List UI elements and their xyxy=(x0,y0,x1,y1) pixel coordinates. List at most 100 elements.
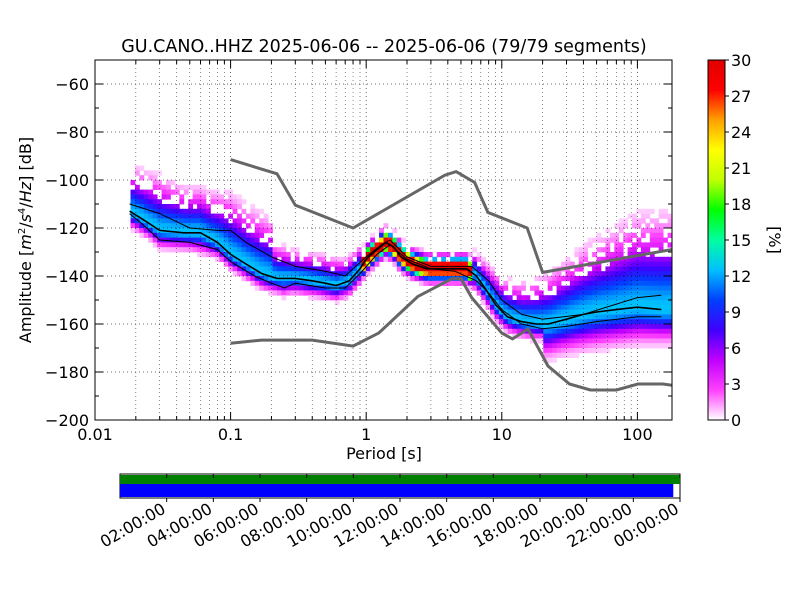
heatmap-cell xyxy=(152,218,158,224)
heatmap-cell xyxy=(654,218,660,224)
heatmap-cell xyxy=(645,261,651,267)
heatmap-cell xyxy=(547,333,553,339)
heatmap-cell xyxy=(574,333,580,339)
heatmap-cell xyxy=(485,266,491,272)
heatmap-cell xyxy=(170,180,176,186)
heatmap-cell xyxy=(170,223,176,229)
heatmap-cell xyxy=(543,324,549,330)
heatmap-cell xyxy=(463,261,469,267)
heatmap-cell xyxy=(161,184,167,190)
heatmap-cell xyxy=(370,247,376,253)
heatmap-cell xyxy=(609,324,615,330)
heatmap-cell xyxy=(241,276,247,282)
heatmap-cell xyxy=(321,295,327,301)
heatmap-cell xyxy=(285,252,291,258)
heatmap-cell xyxy=(379,256,384,262)
heatmap-cell xyxy=(152,184,158,190)
heatmap-cell xyxy=(623,295,629,301)
heatmap-cell xyxy=(157,232,162,238)
heatmap-cell xyxy=(299,280,305,286)
heatmap-cell xyxy=(534,319,540,325)
heatmap-cell xyxy=(356,276,362,282)
heatmap-cell xyxy=(134,208,140,214)
heatmap-cell xyxy=(525,333,531,339)
heatmap-cell xyxy=(569,348,575,354)
heatmap-cell xyxy=(605,290,611,296)
heatmap-cell xyxy=(161,204,167,210)
heatmap-cell xyxy=(667,276,672,282)
heatmap-cell xyxy=(174,232,180,238)
heatmap-cell xyxy=(490,271,495,277)
heatmap-cell xyxy=(552,343,557,349)
heatmap-cell xyxy=(632,333,637,339)
heatmap-cell xyxy=(543,333,549,339)
heatmap-cell xyxy=(259,252,265,258)
heatmap-cell xyxy=(392,256,398,262)
heatmap-cell xyxy=(627,309,633,315)
heatmap-cell xyxy=(561,261,566,267)
heatmap-cell xyxy=(605,319,611,325)
heatmap-cell xyxy=(596,285,602,291)
heatmap-cell xyxy=(574,247,580,253)
heatmap-cell xyxy=(166,208,171,214)
heatmap-cell xyxy=(561,276,566,282)
heatmap-cell xyxy=(174,228,180,234)
heatmap-cell xyxy=(640,232,646,238)
heatmap-cell xyxy=(272,252,278,258)
heatmap-cell xyxy=(201,199,207,205)
heatmap-cell xyxy=(565,300,571,306)
heatmap-cell xyxy=(308,261,313,267)
heatmap-cell xyxy=(632,343,637,349)
heatmap-cell xyxy=(343,256,349,262)
heatmap-cell xyxy=(552,333,557,339)
heatmap-cell xyxy=(290,271,296,277)
heatmap-cell xyxy=(547,328,553,334)
heatmap-cell xyxy=(188,232,194,238)
heatmap-cell xyxy=(356,252,362,258)
heatmap-cell xyxy=(405,252,411,258)
heatmap-cell xyxy=(596,314,602,320)
x-tick-label: 1 xyxy=(361,425,371,444)
heatmap-cell xyxy=(574,338,580,344)
heatmap-cell xyxy=(640,324,646,330)
colorbar-tick-label: 24 xyxy=(731,123,751,142)
y-tick-label: −120 xyxy=(45,219,89,238)
heatmap-cell xyxy=(183,232,189,238)
heatmap-cell xyxy=(618,295,624,301)
heatmap-cell xyxy=(148,208,154,214)
heatmap-cell xyxy=(281,280,287,286)
x-tick-label: 10 xyxy=(492,425,512,444)
heatmap-cell xyxy=(254,237,260,243)
heatmap-cell xyxy=(543,352,549,358)
heatmap-cell xyxy=(192,184,198,190)
heatmap-cell xyxy=(458,280,464,286)
heatmap-cell xyxy=(623,276,629,282)
heatmap-cell xyxy=(636,276,642,282)
heatmap-cell xyxy=(472,247,478,253)
heatmap-cell xyxy=(401,266,407,272)
heatmap-cell xyxy=(183,189,189,195)
heatmap-cell xyxy=(423,252,429,258)
heatmap-cell xyxy=(640,290,646,296)
heatmap-cell xyxy=(134,199,140,205)
heatmap-cell xyxy=(339,271,344,277)
heatmap-cell xyxy=(640,295,646,301)
heatmap-cell xyxy=(556,280,562,286)
heatmap-cell xyxy=(614,300,620,306)
heatmap-cell xyxy=(192,213,198,219)
heatmap-cell xyxy=(609,271,615,277)
heatmap-cell xyxy=(614,324,620,330)
heatmap-cell xyxy=(414,252,420,258)
heatmap-cell xyxy=(166,247,171,253)
heatmap-cell xyxy=(463,271,469,277)
x-axis-label: Period [s] xyxy=(346,444,422,463)
heatmap-cell xyxy=(188,242,194,248)
heatmap-cell xyxy=(605,324,611,330)
heatmap-cell xyxy=(654,232,660,238)
heatmap-cell xyxy=(268,228,273,234)
heatmap-cell xyxy=(237,232,242,238)
heatmap-cell xyxy=(157,204,162,210)
heatmap-cell xyxy=(649,319,655,325)
heatmap-cell xyxy=(529,338,535,344)
heatmap-cell xyxy=(565,261,571,267)
